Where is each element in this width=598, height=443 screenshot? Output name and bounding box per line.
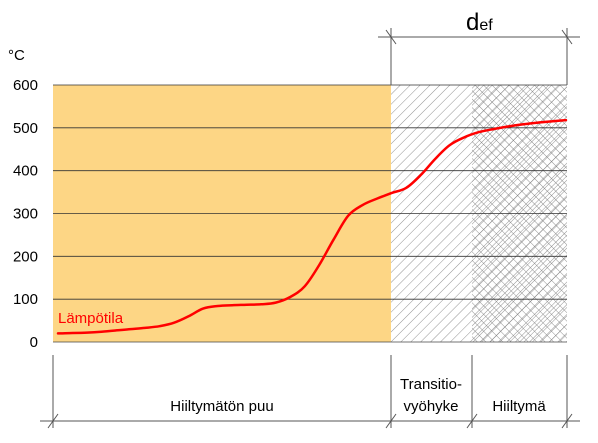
curve-label: Lämpötila [58,310,124,327]
y-tick-label: 500 [13,120,38,137]
grid-lines [53,84,567,343]
def-label: def [466,9,493,36]
def-dimension [378,28,580,85]
y-unit-label: °C [8,47,25,64]
y-tick-label: 100 [13,291,38,308]
y-tick-labels: 0 100 200 300 400 500 600 [13,77,38,351]
y-tick-label: 200 [13,248,38,265]
zone-label-transition-2: vyöhyke [403,398,458,415]
temperature-curve [56,118,568,335]
zone-dimension-lines [40,355,580,429]
y-tick-label: 600 [13,77,38,94]
y-tick-label: 400 [13,163,38,180]
zone-label-char: Hiiltymä [492,398,546,415]
y-tick-label: 0 [30,334,38,351]
zone-label-transition-1: Transitio- [400,376,462,393]
y-tick-label: 300 [13,206,38,223]
zone-label-unburnt: Hiiltymätön puu [170,398,273,415]
